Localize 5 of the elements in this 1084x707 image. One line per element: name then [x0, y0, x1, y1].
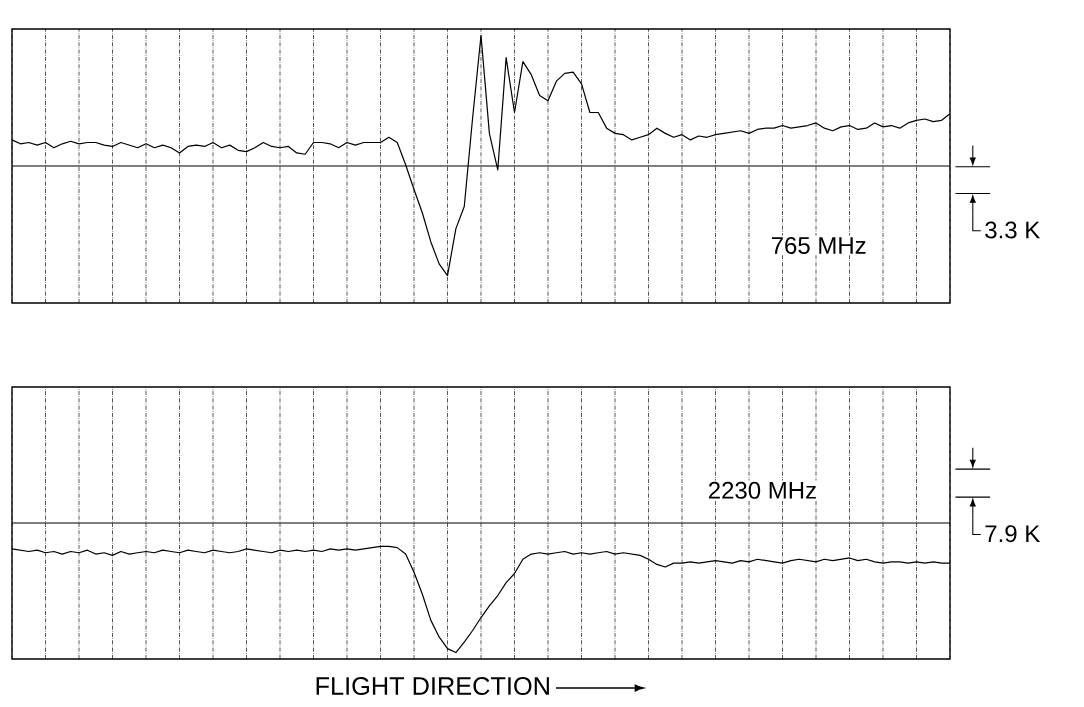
x-axis-title: FLIGHT DIRECTION: [316, 677, 549, 696]
text: 3.3 K: [985, 221, 1041, 239]
annotation: 765 MHz: [771, 237, 866, 255]
text: 2230 MHz: [708, 482, 816, 500]
text: 7.9 K: [985, 525, 1041, 543]
